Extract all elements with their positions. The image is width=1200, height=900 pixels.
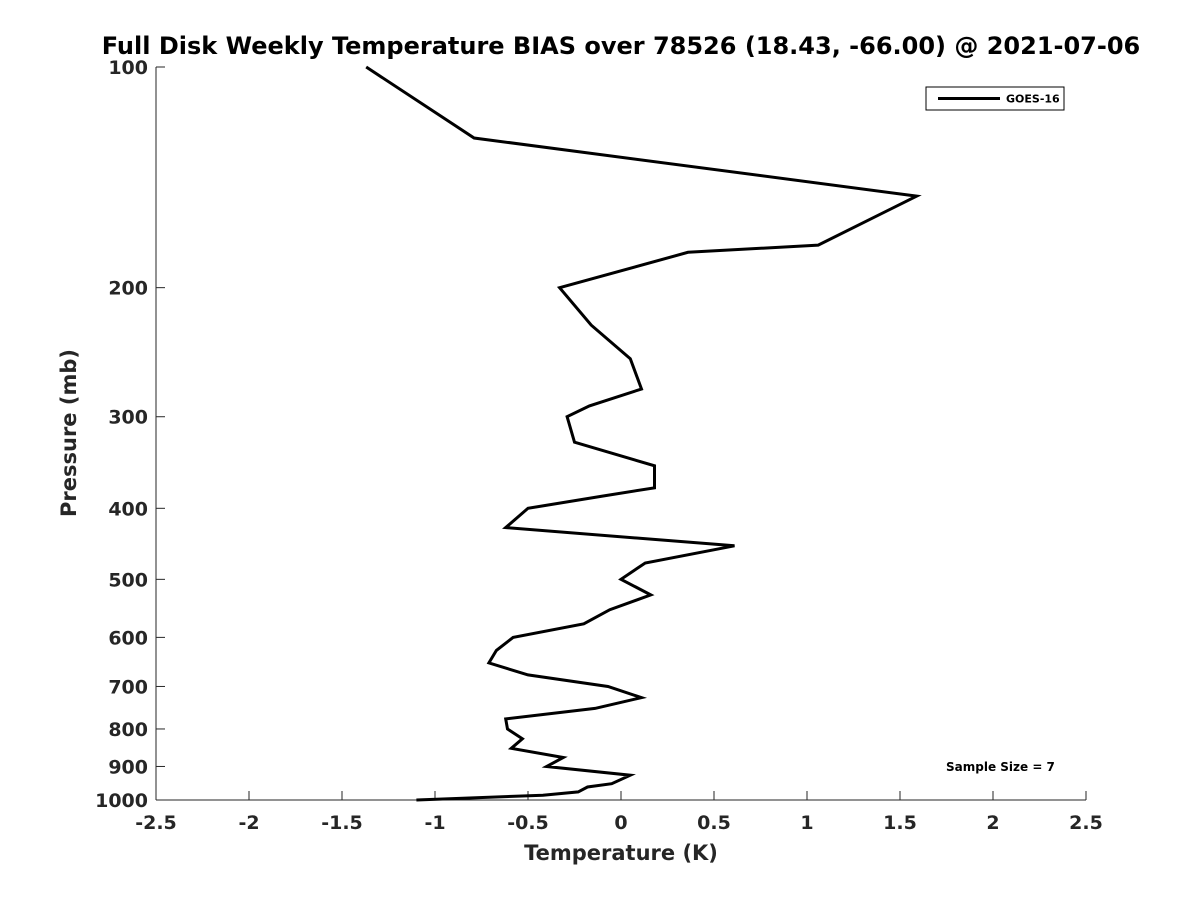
x-tick-label: 2 bbox=[986, 812, 999, 834]
x-tick-label: -2 bbox=[238, 812, 259, 834]
legend: GOES-16 bbox=[925, 86, 1065, 111]
x-ticks: -2.5 -2 -1.5 -1 -0.5 0 0.5 1 1.5 2 2.5 bbox=[135, 791, 1103, 834]
x-tick-label: -2.5 bbox=[135, 812, 177, 834]
y-tick-label: 500 bbox=[108, 569, 148, 591]
x-tick-label: -0.5 bbox=[507, 812, 549, 834]
y-axis-label: Pressure (mb) bbox=[57, 349, 81, 517]
x-tick-label: 0 bbox=[614, 812, 627, 834]
x-tick-label: 1.5 bbox=[883, 812, 917, 834]
legend-label-goes-16: GOES-16 bbox=[1006, 93, 1060, 106]
y-tick-label: 200 bbox=[108, 278, 148, 300]
x-axis-label: Temperature (K) bbox=[524, 841, 718, 865]
series-group bbox=[365, 65, 922, 802]
sample-size-annotation: Sample Size = 7 bbox=[946, 760, 1055, 774]
y-tick-label: 800 bbox=[108, 719, 148, 741]
chart-title: Full Disk Weekly Temperature BIAS over 7… bbox=[102, 32, 1141, 60]
y-tick-label: 600 bbox=[108, 627, 148, 649]
y-ticks: 100 200 300 400 500 600 700 800 900 1000 bbox=[95, 57, 165, 812]
y-tick-label: 100 bbox=[108, 57, 148, 79]
y-tick-label: 400 bbox=[108, 498, 148, 520]
y-tick-label: 700 bbox=[108, 676, 148, 698]
y-tick-label: 1000 bbox=[95, 790, 148, 812]
y-tick-label: 900 bbox=[108, 756, 148, 778]
x-tick-label: -1 bbox=[424, 812, 445, 834]
series-line-goes-16 bbox=[365, 65, 922, 802]
x-tick-label: 2.5 bbox=[1069, 812, 1103, 834]
y-tick-label: 300 bbox=[108, 407, 148, 429]
x-tick-label: 0.5 bbox=[697, 812, 731, 834]
x-tick-label: 1 bbox=[800, 812, 813, 834]
x-tick-label: -1.5 bbox=[321, 812, 363, 834]
